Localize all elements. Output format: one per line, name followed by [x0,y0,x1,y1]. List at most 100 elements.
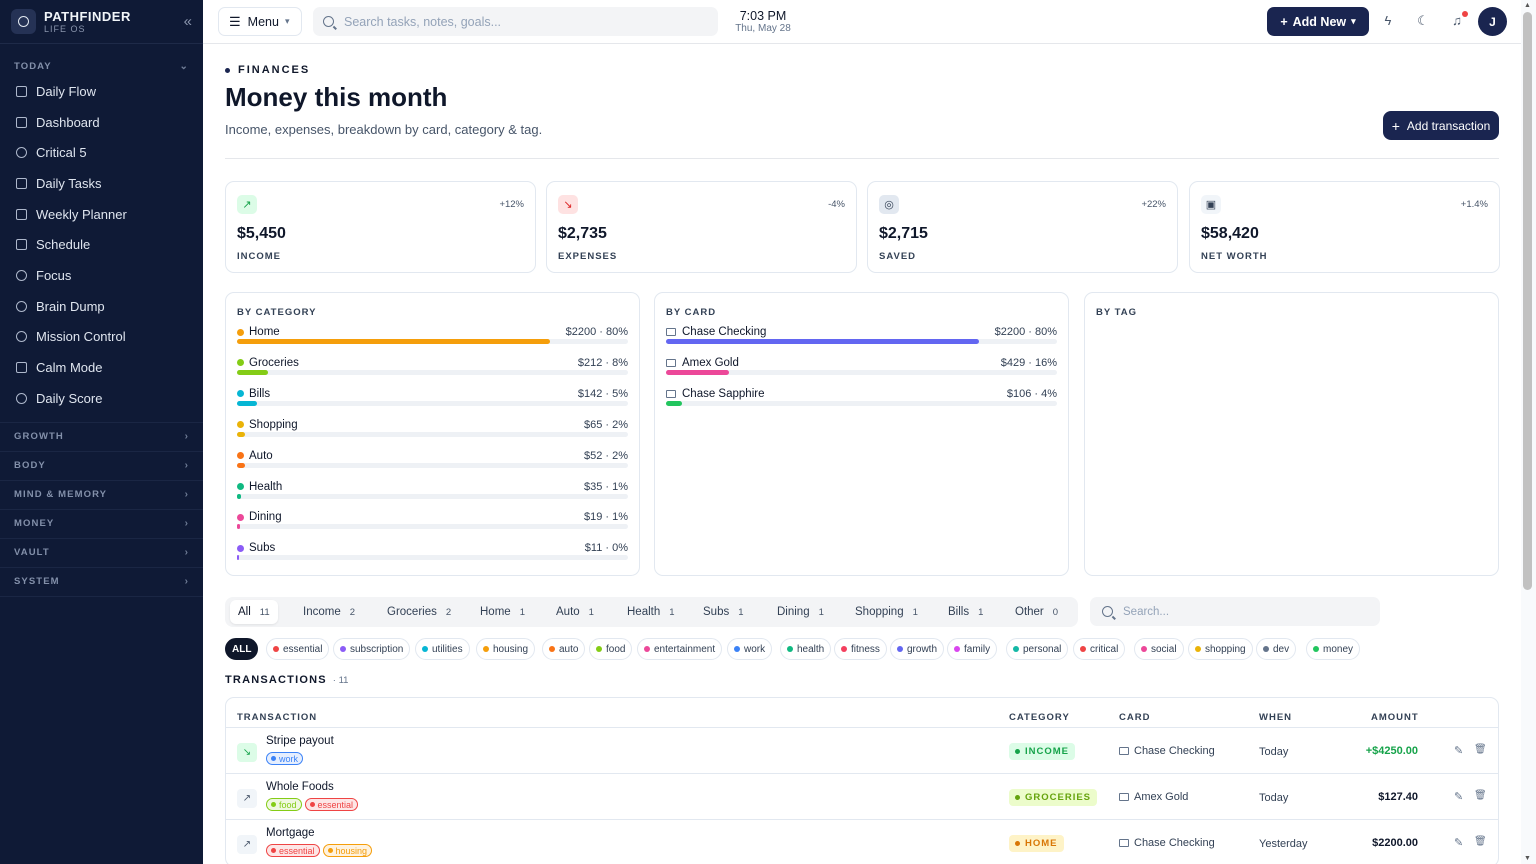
scrollbar[interactable]: ▲ ▼ [1521,0,1536,864]
page-eyebrow: FINANCES [225,64,310,76]
scrollbar-thumb[interactable] [1523,12,1532,590]
search-placeholder: Search tasks, notes, goals... [344,14,502,29]
filter-count: 1 [818,606,824,618]
sidebar-item-daily-tasks[interactable]: Daily Tasks [0,168,203,199]
sidebar-item-calm-mode[interactable]: Calm Mode [0,352,203,383]
section-vault[interactable]: VAULT › [0,539,203,568]
sidebar-item-daily-flow[interactable]: Daily Flow [0,76,203,107]
category-dot [237,452,244,460]
sidebar-item-schedule[interactable]: Schedule [0,229,203,260]
filter-tab-bills[interactable]: Bills 1 [940,600,991,624]
tag-filter-work[interactable]: work [727,638,773,660]
tag-filter-utilities[interactable]: utilities [415,638,470,660]
section-system[interactable]: SYSTEM › [0,568,203,597]
section-today[interactable]: TODAY ⌄ [0,56,203,76]
tag-filter-all[interactable]: ALL [225,638,259,660]
section-body[interactable]: BODY › [0,452,203,481]
add-transaction-button[interactable]: + Add transaction [1383,111,1499,140]
moon-icon[interactable]: ☾ [1417,13,1429,28]
scroll-up-arrow-icon[interactable]: ▲ [1524,2,1531,9]
filter-tab-other[interactable]: Other 0 [1007,600,1066,624]
sidebar-item-dashboard[interactable]: Dashboard [0,107,203,138]
column-header-transaction[interactable]: TRANSACTION [237,712,318,723]
transaction-card: Chase Checking [1119,837,1215,849]
sidebar-item-weekly-planner[interactable]: Weekly Planner [0,199,203,230]
global-search-input[interactable]: Search tasks, notes, goals... [313,7,718,36]
menu-button[interactable]: ☰ Menu ▾ [218,7,302,36]
tag-filter-family[interactable]: family [947,638,998,660]
row-name: Amex Gold [666,357,739,369]
filter-tab-health[interactable]: Health 1 [619,600,683,624]
tag-label: auto [559,643,579,655]
trash-icon[interactable]: 🗑 [1474,836,1487,847]
tag-filter-health[interactable]: health [780,638,832,660]
tag-filter-growth[interactable]: growth [890,638,945,660]
transaction-card: Chase Checking [1119,745,1215,757]
section-label: VAULT [14,547,50,559]
scroll-down-arrow-icon[interactable]: ▼ [1524,855,1531,862]
sidebar-item-brain-dump[interactable]: Brain Dump [0,291,203,322]
plus-icon: + [1391,117,1400,134]
table-row[interactable]: ↘ Stripe payout work INCOME Chase Checking To… [226,727,1498,773]
tag-filter-essential[interactable]: essential [266,638,330,660]
tag-filter-money[interactable]: money [1306,638,1361,660]
tag-filter-subscription[interactable]: subscription [333,638,411,660]
filter-tab-all[interactable]: All 11 [230,600,278,624]
tag-filter-shopping[interactable]: shopping [1188,638,1253,660]
column-header-card[interactable]: CARD [1119,712,1151,723]
section-mind-memory[interactable]: MIND & MEMORY › [0,481,203,510]
avatar[interactable]: J [1478,7,1507,36]
edit-icon[interactable]: ✎ [1454,837,1464,849]
tag-filter-critical[interactable]: critical [1073,638,1126,660]
row-name: Chase Checking [666,326,766,338]
lightning-icon[interactable]: ϟ [1384,13,1392,28]
tag-dot [954,646,960,652]
section-growth[interactable]: GROWTH › [0,423,203,452]
filter-tab-dining[interactable]: Dining 1 [769,600,832,624]
edit-icon[interactable]: ✎ [1454,745,1464,757]
column-header-when[interactable]: WHEN [1259,712,1293,723]
filter-tab-subs[interactable]: Subs 1 [695,600,752,624]
trash-icon[interactable]: 🗑 [1474,744,1487,755]
edit-icon[interactable]: ✎ [1454,791,1464,803]
table-row[interactable]: ↗ Whole Foods food essential GROCERIES Amex G… [226,773,1498,819]
tag-dot [327,848,333,853]
section-money[interactable]: MONEY › [0,510,203,539]
filter-tab-shopping[interactable]: Shopping 1 [847,600,926,624]
row-amount: $142 · 5% [577,387,628,400]
tag-filter-fitness[interactable]: fitness [834,638,887,660]
filter-tab-groceries[interactable]: Groceries 2 [379,600,459,624]
stat-value: $58,420 [1201,225,1259,242]
sidebar-item-daily-score[interactable]: Daily Score [0,383,203,414]
sidebar-item-critical-5[interactable]: Critical 5 [0,137,203,168]
by-category-panel: BY CATEGORY Home $2200 · 80% Groceries $212… [225,292,640,576]
trash-icon[interactable]: 🗑 [1474,790,1487,801]
table-row[interactable]: ↗ Mortgage essential housing HOME Chase Check… [226,819,1498,864]
sidebar-item-focus[interactable]: Focus [0,260,203,291]
tag-filter-personal[interactable]: personal [1006,638,1069,660]
tag-filter-food[interactable]: food [589,638,633,660]
tag-filter-dev[interactable]: dev [1256,638,1297,660]
bell-icon[interactable]: ♫ [1452,13,1462,28]
sidebar-item-mission-control[interactable]: Mission Control [0,322,203,353]
column-header-category[interactable]: CATEGORY [1009,712,1070,723]
filter-tab-auto[interactable]: Auto 1 [548,600,602,624]
progress-track [666,400,1057,406]
add-new-button[interactable]: + Add New ▾ [1267,7,1369,36]
row-name: Health [237,481,282,493]
category-label: GROCERIES [1025,792,1092,803]
filter-tab-income[interactable]: Income 2 [295,600,363,624]
tag-filter-social[interactable]: social [1134,638,1184,660]
tag-filter-housing[interactable]: housing [476,638,536,660]
tag-filter-entertainment[interactable]: entertainment [637,638,723,660]
column-header-amount[interactable]: AMOUNT [1371,712,1419,723]
filter-tab-home[interactable]: Home 1 [472,600,533,624]
progress-fill [666,339,979,344]
tag-dot [271,848,276,853]
collapse-sidebar-icon[interactable]: « [183,13,192,30]
transaction-search-input[interactable]: Search... [1090,597,1380,626]
row-amount: $35 · 1% [583,480,628,493]
category-badge: GROCERIES [1009,789,1098,806]
tag-filter-auto[interactable]: auto [542,638,586,660]
filter-label: Bills [948,606,970,618]
